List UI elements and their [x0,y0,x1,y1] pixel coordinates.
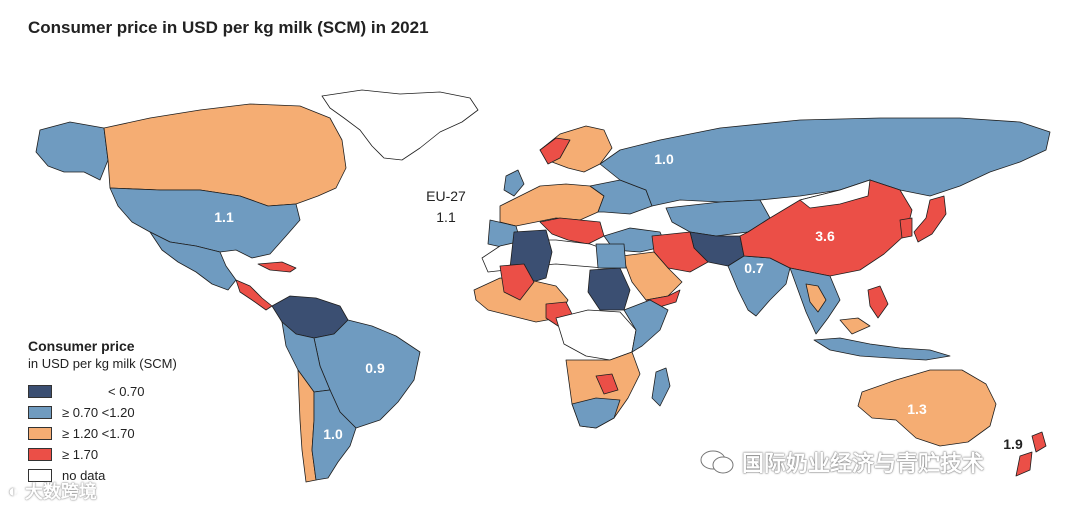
usa [109,187,301,259]
australia [857,369,997,447]
legend-item: no data [28,465,177,486]
eu-value: 1.1 [436,209,456,225]
map-title: Consumer price in USD per kg milk (SCM) … [28,18,429,37]
greenland [321,89,479,161]
legend-label: ≥ 1.70 [62,447,99,462]
new-zealand-south [1015,451,1033,477]
mexico [149,231,237,291]
legend-title: Consumer price [28,338,135,354]
zimbabwe [595,373,619,395]
legend-subtitle: in USD per kg milk (SCM) [28,356,177,371]
label-new-zealand: 1.9 [1003,436,1023,452]
legend-item: ≥ 0.70 <1.20 [28,402,177,423]
legend: Consumer price in USD per kg milk (SCM) … [28,338,177,486]
legend-swatch [28,448,52,461]
south-africa [571,397,621,429]
legend-label: ≥ 1.20 <1.70 [62,426,135,441]
legend-swatch [28,385,52,398]
legend-label: no data [62,468,106,483]
sudan [587,267,631,311]
legend-label: < 0.70 [108,384,145,399]
indonesia [813,337,951,361]
malaysia [839,317,871,335]
eu-label: EU-27 1.1 [418,186,474,228]
label-china: 3.6 [815,228,835,244]
watermark-right: 国际奶业经济与青贮技术 [700,446,984,478]
legend-item: ≥ 1.70 [28,444,177,465]
label-australia: 1.3 [907,401,927,417]
mongolia [799,179,871,209]
arabia [621,251,683,301]
mali [499,263,535,301]
eu-name: EU-27 [426,188,466,204]
label-brazil: 0.9 [365,360,385,376]
scandinavia [539,125,613,173]
russia [599,117,1051,207]
label-india: 0.7 [744,260,764,276]
label-argentina: 1.0 [323,426,343,442]
watermark-left: ◐ 大数跨境 [8,478,97,504]
legend-swatch [28,469,52,482]
legend-swatch [28,406,52,419]
east-africa [623,299,669,353]
legend-item: ≥ 1.20 <1.70 [28,423,177,444]
philippines [867,285,889,319]
argentina [311,389,357,481]
egypt [595,243,627,269]
legend-item: < 0.70 [28,381,177,402]
central-africa [555,309,637,361]
central-america [235,279,273,311]
caribbean [257,261,297,273]
madagascar [651,367,671,407]
japan [913,195,947,243]
norway [539,137,571,165]
wechat-icon [700,450,734,474]
watermark-left-text: 大数跨境 [24,482,97,502]
legend-swatch [28,427,52,440]
label-usa: 1.1 [214,209,234,225]
legend-label: ≥ 0.70 <1.20 [62,405,135,420]
label-russia: 1.0 [654,151,674,167]
watermark-logo-icon: ◐ [8,480,19,501]
watermark-right-text: 国际奶业经济与青贮技术 [742,451,985,476]
thailand [805,283,827,313]
alaska [35,121,109,181]
korea [899,217,913,239]
uk [503,169,525,197]
new-zealand-north [1031,431,1047,453]
